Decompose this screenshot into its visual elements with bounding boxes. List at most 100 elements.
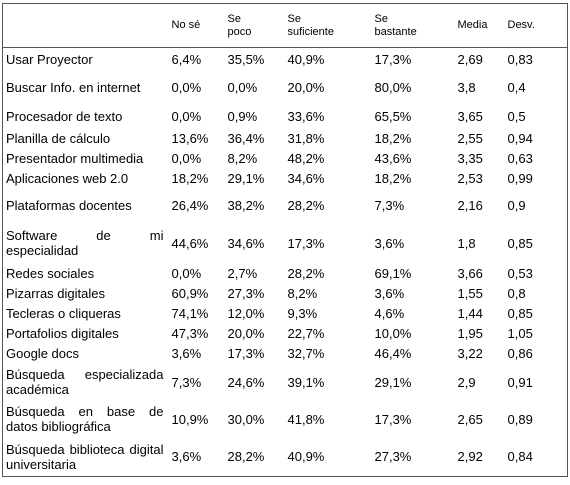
row-label: Pizarras digitales xyxy=(6,286,105,301)
cell-value: 30,0% xyxy=(227,411,265,427)
cell-value: 74,1% xyxy=(171,306,209,321)
cell-value: 28,2% xyxy=(287,198,325,213)
cell-value: 80,0% xyxy=(374,79,412,95)
cell-value: 0,53 xyxy=(507,266,533,281)
cell-value: 1,55 xyxy=(457,286,483,301)
cell-value: 1,95 xyxy=(457,326,483,341)
cell-value: 26,4% xyxy=(171,198,209,213)
cell-value: 3,6% xyxy=(171,346,202,361)
cell-value: 13,6% xyxy=(171,131,209,146)
column-header: Se suficiente xyxy=(283,3,371,48)
cell-value: 2,55 xyxy=(457,131,483,146)
row-label: Software de mi especialidad xyxy=(6,228,164,258)
cell-value: 2,92 xyxy=(457,449,483,465)
cell-value: 3,6% xyxy=(374,235,405,251)
cell-value: 34,6% xyxy=(287,171,325,186)
cell-value: 8,2% xyxy=(227,151,258,166)
table-row: Búsqueda especializada académica 7,3% 24,6… xyxy=(3,364,568,401)
cell-value: 40,9% xyxy=(287,51,325,67)
cell-value: 2,53 xyxy=(457,171,483,186)
cell-value: 7,3% xyxy=(171,374,202,390)
cell-value: 36,4% xyxy=(227,131,265,146)
row-label: Usar Proyector xyxy=(6,51,93,67)
cell-value: 10,0% xyxy=(374,326,412,341)
row-label: Búsqueda especializada académica xyxy=(6,367,164,397)
row-label: Tecleras o cliqueras xyxy=(6,306,121,321)
table-row: Búsqueda en base de datos bibliográfica 1… xyxy=(3,401,568,438)
data-table: No sé Se poco Se suficiente Se bastante Medi… xyxy=(2,3,568,477)
table-row: Portafolios digitales 47,3% 20,0% 22,7% 10,0… xyxy=(3,324,568,344)
cell-value: 8,2% xyxy=(287,286,318,301)
cell-value: 0,91 xyxy=(507,374,533,390)
cell-value: 0,0% xyxy=(227,79,258,95)
column-header: No sé xyxy=(167,3,224,48)
cell-value: 0,8 xyxy=(507,286,526,301)
cell-value: 3,22 xyxy=(457,346,483,361)
row-label: Presentador multimedia xyxy=(6,151,144,166)
row-label: Redes sociales xyxy=(6,266,95,281)
cell-value: 18,2% xyxy=(374,171,412,186)
row-label: Buscar Info. en internet xyxy=(6,79,141,95)
table-row: Presentador multimedia 0,0% 8,2% 48,2% 43,6%… xyxy=(3,149,568,169)
row-label: Búsqueda biblioteca digital universitari… xyxy=(6,441,164,472)
cell-value: 7,3% xyxy=(374,198,405,213)
column-header: Media xyxy=(453,3,504,48)
cell-value: 2,16 xyxy=(457,198,483,213)
cell-value: 24,6% xyxy=(227,374,265,390)
cell-value: 1,8 xyxy=(457,235,476,251)
row-label: Búsqueda en base de datos bibliográfica xyxy=(6,404,164,434)
cell-value: 18,2% xyxy=(171,171,209,186)
cell-value: 3,35 xyxy=(457,151,483,166)
cell-value: 48,2% xyxy=(287,151,325,166)
cell-value: 69,1% xyxy=(374,266,412,281)
cell-value: 3,65 xyxy=(457,108,483,124)
cell-value: 0,9 xyxy=(507,198,526,213)
cell-value: 2,65 xyxy=(457,411,483,427)
cell-value: 2,9 xyxy=(457,374,476,390)
cell-value: 40,9% xyxy=(287,449,325,465)
cell-value: 34,6% xyxy=(227,235,265,251)
table-row: Google docs 3,6% 17,3% 32,7% 46,4% 3,22 0,86 xyxy=(3,344,568,364)
cell-value: 20,0% xyxy=(287,79,325,95)
cell-value: 17,3% xyxy=(287,235,325,251)
cell-value: 35,5% xyxy=(227,51,265,67)
table-row: Software de mi especialidad 44,6% 34,6% 17,… xyxy=(3,223,568,264)
cell-value: 0,85 xyxy=(507,235,533,251)
cell-value: 0,0% xyxy=(171,151,202,166)
cell-value: 28,2% xyxy=(227,449,265,465)
row-label: Portafolios digitales xyxy=(6,326,119,341)
cell-value: 32,7% xyxy=(287,346,325,361)
cell-value: 0,0% xyxy=(171,266,202,281)
cell-value: 22,7% xyxy=(287,326,325,341)
cell-value: 0,83 xyxy=(507,51,533,67)
cell-value: 27,3% xyxy=(227,286,265,301)
cell-value: 47,3% xyxy=(171,326,209,341)
cell-value: 17,3% xyxy=(374,411,412,427)
cell-value: 0,9% xyxy=(227,108,258,124)
cell-value: 1,44 xyxy=(457,306,483,321)
cell-value: 2,69 xyxy=(457,51,483,67)
cell-value: 38,2% xyxy=(227,198,265,213)
cell-value: 44,6% xyxy=(171,235,209,251)
cell-value: 29,1% xyxy=(227,171,265,186)
cell-value: 20,0% xyxy=(227,326,265,341)
cell-value: 28,2% xyxy=(287,266,325,281)
cell-value: 0,86 xyxy=(507,346,533,361)
table-row: Pizarras digitales 60,9% 27,3% 8,2% 3,6% 1,55… xyxy=(3,284,568,304)
cell-value: 46,4% xyxy=(374,346,412,361)
column-header: Se bastante xyxy=(370,3,454,48)
cell-value: 33,6% xyxy=(287,108,325,124)
cell-value: 0,4 xyxy=(507,79,526,95)
row-label: Plataformas docentes xyxy=(6,198,132,213)
cell-value: 10,9% xyxy=(171,411,209,427)
row-label: Planilla de cálculo xyxy=(6,131,111,146)
cell-value: 3,6% xyxy=(374,286,405,301)
cell-value: 3,8 xyxy=(457,79,476,95)
cell-value: 0,63 xyxy=(507,151,533,166)
table-row: Tecleras o cliqueras 74,1% 12,0% 9,3% 4,6% 1,… xyxy=(3,304,568,324)
table-row: Redes sociales 0,0% 2,7% 28,2% 69,1% 3,66 0,53 xyxy=(3,264,568,284)
column-header: Desv. xyxy=(503,3,568,48)
cell-value: 17,3% xyxy=(227,346,265,361)
cell-value: 60,9% xyxy=(171,286,209,301)
